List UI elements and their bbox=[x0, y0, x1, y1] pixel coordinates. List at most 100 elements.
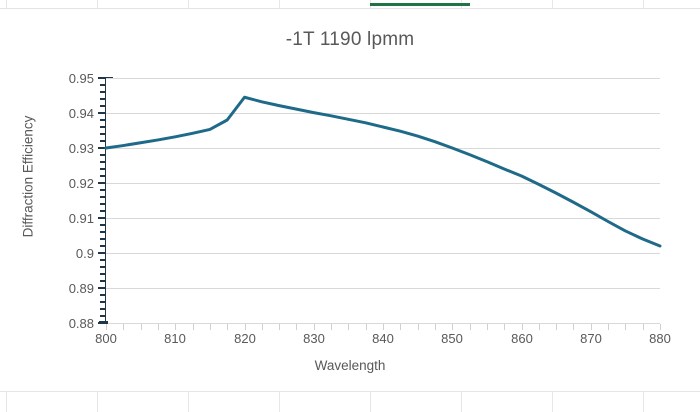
x-tick bbox=[158, 324, 159, 330]
y-tick-minor bbox=[100, 196, 111, 198]
y-tick-label: 0.88 bbox=[68, 316, 94, 331]
y-tick-minor bbox=[100, 259, 111, 261]
y-tick-minor bbox=[100, 273, 111, 275]
x-tick bbox=[348, 324, 349, 330]
x-tick-label: 850 bbox=[441, 331, 463, 346]
y-tick-minor bbox=[100, 280, 111, 282]
x-tick bbox=[175, 324, 176, 330]
y-tick-minor bbox=[100, 98, 111, 100]
y-tick-major bbox=[98, 182, 113, 184]
x-tick-label: 800 bbox=[95, 331, 117, 346]
y-tick-minor bbox=[100, 119, 111, 121]
x-tick bbox=[123, 324, 124, 330]
y-axis-spine bbox=[105, 78, 106, 324]
y-tick-label: 0.93 bbox=[68, 141, 94, 156]
x-tick-label: 860 bbox=[511, 331, 533, 346]
y-tick-minor bbox=[100, 224, 111, 226]
series-line-chart bbox=[104, 95, 662, 248]
x-tick-label: 830 bbox=[303, 331, 325, 346]
gridline bbox=[106, 218, 660, 219]
y-tick-minor bbox=[100, 315, 111, 317]
gridline bbox=[106, 113, 660, 114]
x-tick bbox=[141, 324, 142, 330]
y-tick-minor bbox=[100, 84, 111, 86]
plot-area[interactable] bbox=[104, 78, 662, 324]
x-tick bbox=[383, 324, 384, 330]
x-tick-label: 840 bbox=[372, 331, 394, 346]
x-axis-origin-mark bbox=[99, 321, 108, 324]
y-tick-label: 0.9 bbox=[75, 246, 94, 261]
gridline bbox=[106, 183, 660, 184]
y-tick-minor bbox=[100, 266, 111, 268]
x-axis-line bbox=[106, 323, 660, 324]
y-tick-minor bbox=[100, 238, 111, 240]
y-tick-minor bbox=[100, 308, 111, 310]
y-tick-minor bbox=[100, 133, 111, 135]
y-tick-major bbox=[98, 287, 113, 289]
y-tick-major bbox=[98, 112, 113, 114]
y-axis-title: Diffraction Efficiency bbox=[20, 115, 36, 238]
y-tick-minor bbox=[100, 301, 111, 303]
y-tick-minor bbox=[100, 245, 111, 247]
x-tick bbox=[660, 324, 661, 330]
x-tick bbox=[193, 324, 194, 330]
y-tick-minor bbox=[100, 161, 111, 163]
y-tick-minor bbox=[100, 105, 111, 107]
gridline bbox=[106, 78, 660, 79]
x-tick bbox=[591, 324, 592, 330]
x-tick bbox=[504, 324, 505, 330]
x-tick bbox=[608, 324, 609, 330]
y-tick-minor bbox=[100, 91, 111, 93]
x-tick bbox=[556, 324, 557, 330]
x-tick bbox=[573, 324, 574, 330]
x-tick bbox=[227, 324, 228, 330]
x-tick bbox=[470, 324, 471, 330]
y-tick-minor bbox=[100, 294, 111, 296]
x-tick bbox=[643, 324, 644, 330]
y-tick-label: 0.89 bbox=[68, 281, 94, 296]
x-tick bbox=[366, 324, 367, 330]
sheet-top-rule bbox=[0, 8, 700, 9]
x-tick bbox=[487, 324, 488, 330]
series-polyline-minus1T-1190lpmm bbox=[104, 95, 662, 248]
y-tick-minor bbox=[100, 189, 111, 191]
x-tick bbox=[418, 324, 419, 330]
x-tick-label: 880 bbox=[649, 331, 671, 346]
y-tick-minor bbox=[100, 140, 111, 142]
x-tick bbox=[625, 324, 626, 330]
y-tick-minor bbox=[100, 203, 111, 205]
x-tick bbox=[296, 324, 297, 330]
y-tick-minor bbox=[100, 175, 111, 177]
x-tick bbox=[210, 324, 211, 330]
gridline bbox=[106, 253, 660, 254]
x-tick bbox=[539, 324, 540, 330]
x-tick bbox=[106, 324, 107, 330]
y-tick-minor bbox=[100, 231, 111, 233]
y-tick-major bbox=[98, 77, 113, 79]
x-tick bbox=[522, 324, 523, 330]
x-tick bbox=[435, 324, 436, 330]
x-tick-label: 820 bbox=[234, 331, 256, 346]
y-tick-major bbox=[98, 217, 113, 219]
chart-object[interactable]: -1T 1190 lpmm 0.95 0.94 0.93 0.92 0.91 0… bbox=[0, 9, 700, 391]
y-tick-label: 0.91 bbox=[68, 211, 94, 226]
y-tick-minor bbox=[100, 126, 111, 128]
y-tick-major bbox=[98, 252, 113, 254]
x-tick bbox=[262, 324, 263, 330]
gridline bbox=[106, 288, 660, 289]
gridline bbox=[106, 148, 660, 149]
x-tick bbox=[279, 324, 280, 330]
y-tick-minor bbox=[100, 210, 111, 212]
x-tick-label: 870 bbox=[580, 331, 602, 346]
x-axis-title: Wavelength bbox=[314, 358, 386, 373]
y-tick-label: 0.94 bbox=[68, 106, 94, 121]
x-tick bbox=[245, 324, 246, 330]
x-tick bbox=[400, 324, 401, 330]
x-tick bbox=[331, 324, 332, 330]
y-axis-tick-labels: 0.95 0.94 0.93 0.92 0.91 0.9 0.89 0.88 bbox=[48, 9, 94, 391]
x-tick bbox=[452, 324, 453, 330]
y-tick-minor bbox=[100, 168, 111, 170]
x-tick bbox=[314, 324, 315, 330]
chart-title: -1T 1190 lpmm bbox=[285, 29, 415, 50]
x-tick-label: 810 bbox=[164, 331, 186, 346]
